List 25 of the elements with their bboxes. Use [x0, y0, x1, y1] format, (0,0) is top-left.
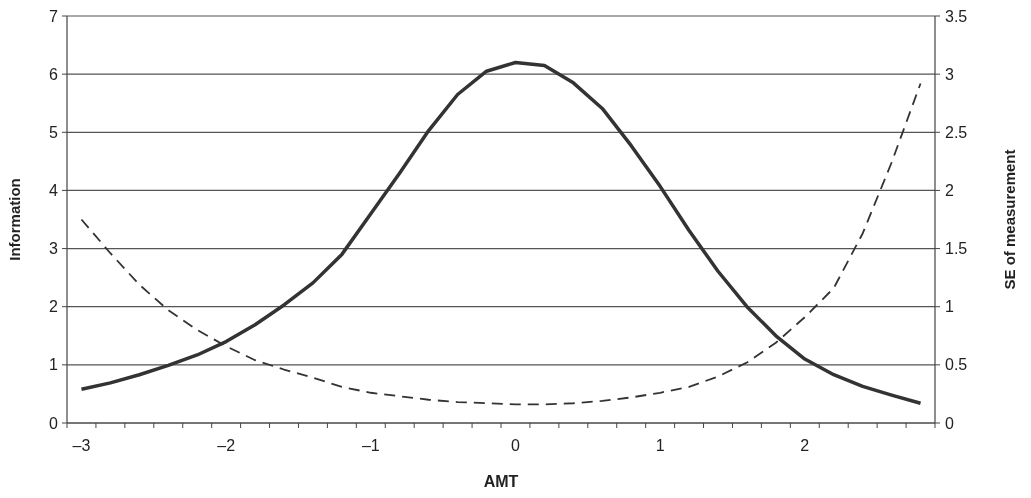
x-tick-label: –3	[72, 437, 91, 454]
y-tick-label: 0	[49, 414, 59, 432]
y2-tick-label: 1	[945, 298, 954, 316]
y-tick-label: 4	[49, 182, 59, 200]
y-tick-label: 5	[49, 123, 59, 141]
y2-tick-label: 0.5	[945, 356, 968, 374]
y-tick-label: 6	[49, 65, 59, 83]
y2-tick-label: 2	[945, 182, 954, 200]
x-tick-label: 2	[800, 437, 810, 454]
y2-tick-label: 0	[945, 414, 954, 432]
y2-tick-label: 3.5	[945, 7, 968, 25]
x-tick-label: 1	[655, 437, 665, 454]
y-tick-label: 2	[49, 298, 59, 316]
y2-axis-title: SE of measurement	[1001, 149, 1018, 290]
y-tick-label: 1	[49, 356, 59, 374]
x-tick-label: 0	[511, 437, 521, 454]
y-tick-label: 7	[49, 7, 59, 25]
x-tick-label: –2	[217, 437, 236, 454]
y-axis-title: Information	[6, 178, 23, 261]
y2-tick-label: 3	[945, 65, 954, 83]
x-axis-title: AMT	[483, 473, 519, 490]
x-tick-label: –1	[361, 437, 380, 454]
y2-tick-label: 2.5	[945, 123, 968, 141]
y-tick-label: 3	[49, 240, 59, 258]
y2-tick-label: 1.5	[945, 240, 968, 258]
